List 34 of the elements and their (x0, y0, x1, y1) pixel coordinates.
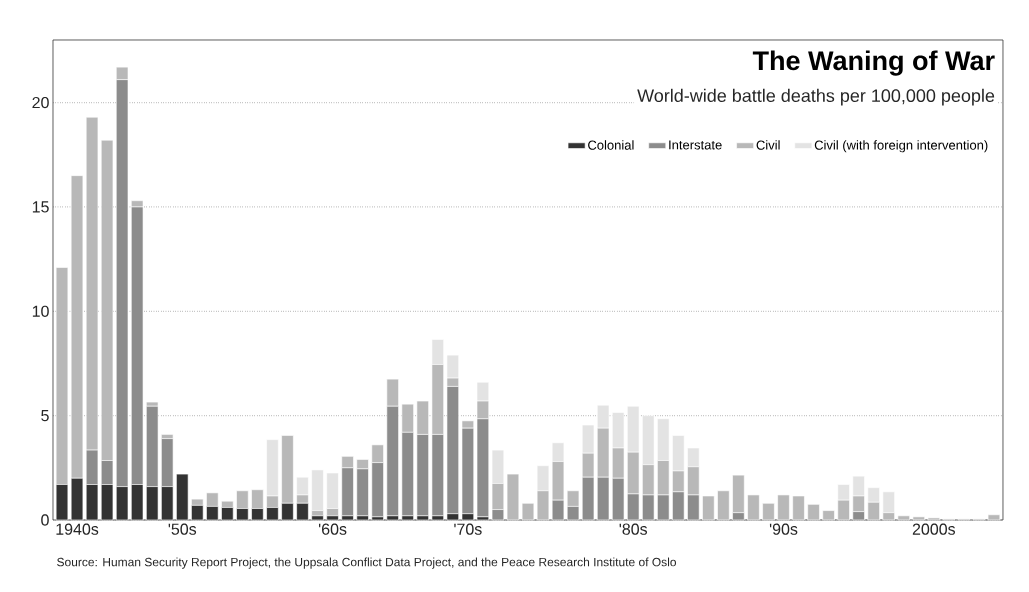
chart-title: The Waning of War (752, 50, 995, 76)
bar (702, 495, 715, 521)
x-tick-label: '70s (454, 523, 482, 535)
x-tick-label: 2000s (912, 523, 956, 535)
y-tick-label: 15 (32, 201, 49, 213)
bar (792, 495, 805, 521)
bar (897, 515, 910, 521)
y-tick-label: 0 (41, 514, 49, 526)
bar (762, 502, 775, 521)
legend-label: Civil (with foreign intervention) (814, 140, 988, 153)
bar (521, 502, 535, 521)
legend-label: Colonial (588, 140, 634, 150)
bar (311, 469, 324, 511)
bar (807, 504, 820, 521)
source-note: Source: Human Security Report Project, the Uppsala Conflict Data Project, and the Peace Research Institute of Oslo (57, 557, 677, 569)
bar (717, 490, 730, 521)
legend-label: Civil (756, 140, 780, 150)
x-tick-label: '60s (318, 523, 347, 535)
bar (912, 516, 925, 521)
y-tick-label: 20 (32, 96, 49, 109)
bar (506, 473, 520, 521)
bar (927, 517, 940, 521)
legend-label: Interstate (669, 140, 722, 150)
bar (747, 494, 760, 521)
text: World-wide battle deaths per 100,000 people (637, 88, 995, 106)
x-tick-label: 1940s (56, 523, 99, 535)
bar (822, 510, 835, 521)
y-tick-label: 5 (41, 410, 49, 422)
x-tick-label: '50s (168, 523, 197, 535)
bar (987, 514, 1001, 521)
bar (777, 494, 790, 521)
y-tick-label: 10 (32, 305, 49, 317)
x-tick-label: '90s (769, 523, 798, 535)
x-tick-label: '80s (619, 523, 648, 535)
